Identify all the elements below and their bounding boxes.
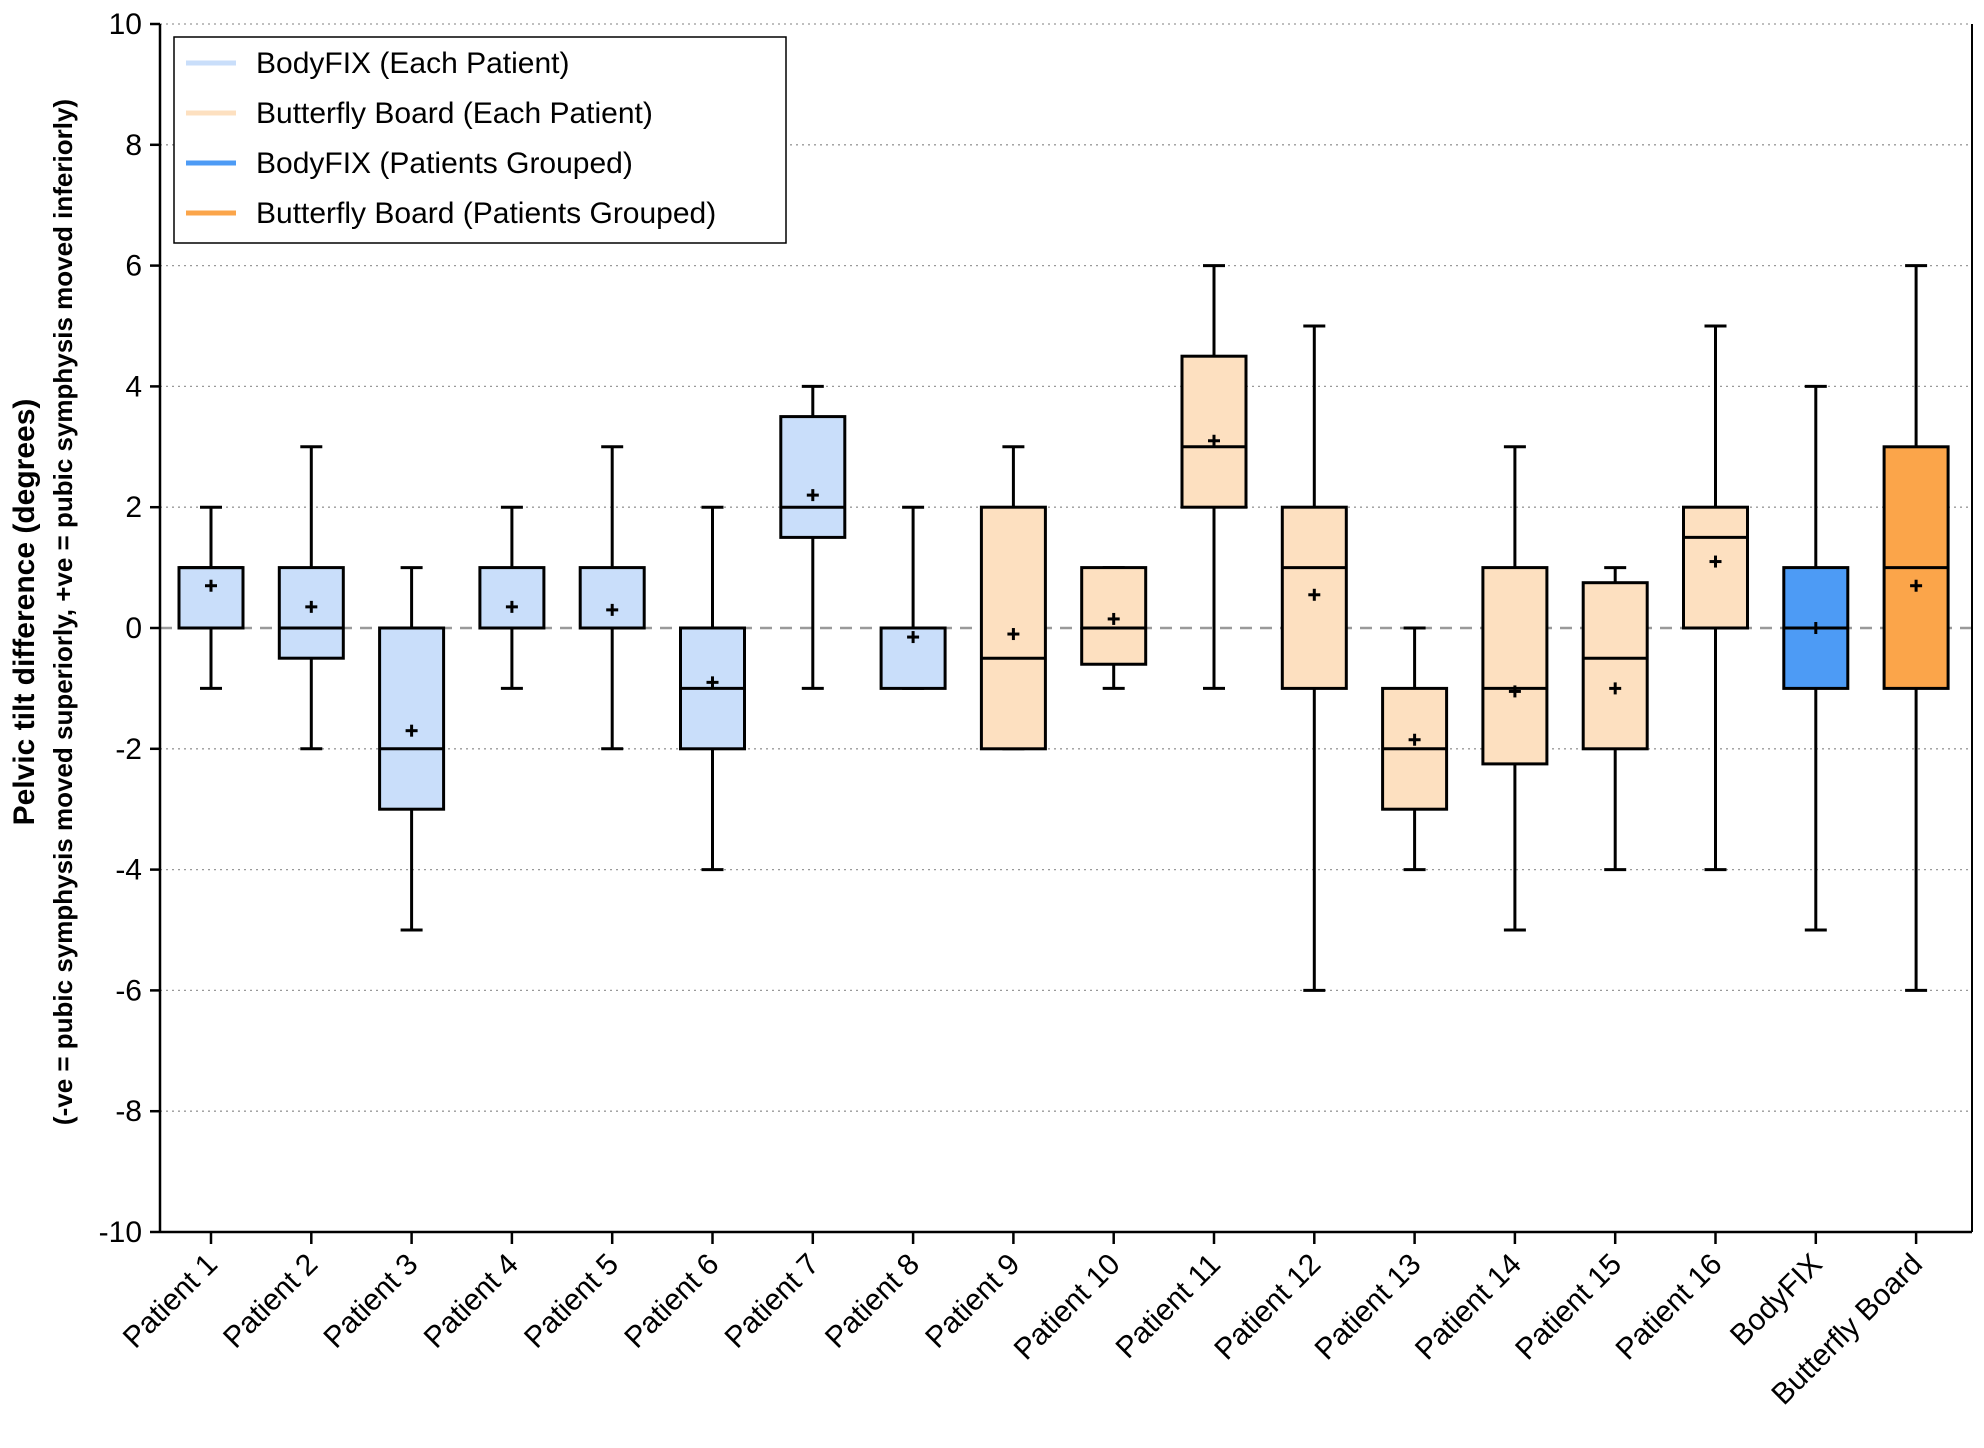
box-iqr [378, 626, 446, 811]
box-bodyfix [1782, 384, 1850, 932]
x-category-label: Patient 3 [317, 1248, 424, 1355]
x-category-label: Patient 13 [1309, 1248, 1428, 1367]
y-tick-label: 2 [125, 491, 142, 524]
box-iqr [478, 566, 546, 630]
box-patient-8 [879, 505, 947, 690]
box-iqr [1481, 566, 1549, 766]
box-patient-2 [277, 445, 345, 751]
box-patient-13 [1381, 626, 1449, 872]
x-category-label: Patient 14 [1409, 1248, 1528, 1367]
x-category-label: Patient 15 [1509, 1248, 1628, 1367]
box-patient-5 [578, 445, 646, 751]
y-tick-label: 8 [125, 129, 142, 162]
legend-label: Butterfly Board (Patients Grouped) [256, 197, 716, 230]
y-tick-labels: -10 -8 -6 -4 -2 0 2 4 6 8 10 [99, 8, 142, 1249]
box-patient-4 [478, 505, 546, 690]
box-iqr [578, 566, 646, 630]
x-category-label: Patient 5 [518, 1248, 625, 1355]
y-tick-label: 6 [125, 250, 142, 283]
x-category-label: Patient 4 [418, 1248, 525, 1355]
x-category-label: BodyFIX [1724, 1248, 1829, 1353]
legend-label: BodyFIX (Patients Grouped) [256, 147, 633, 180]
box-patient-15 [1581, 566, 1649, 872]
y-axis-sublabel: (-ve = pubic symphysis moved superiorly,… [48, 99, 78, 1125]
y-axis-title: Pelvic tilt difference (degrees) (-ve = … [8, 99, 78, 1125]
x-category-label: Patient 8 [819, 1248, 926, 1355]
box-iqr [979, 505, 1047, 751]
x-category-label: Patient 7 [719, 1248, 826, 1355]
y-tick-label: -4 [115, 854, 142, 887]
y-tick-label: 4 [125, 370, 142, 403]
legend-box [173, 36, 787, 244]
box-series [177, 264, 1950, 992]
y-axis-label: Pelvic tilt difference (degrees) [8, 399, 41, 826]
box-patient-1 [177, 505, 245, 690]
y-tick-label: -10 [99, 1216, 142, 1249]
box-iqr [1180, 354, 1248, 509]
box-patient-14 [1481, 445, 1549, 932]
box-iqr [277, 566, 345, 660]
legend-label: BodyFIX (Each Patient) [256, 47, 569, 80]
x-category-label: Patient 9 [919, 1248, 1026, 1355]
box-iqr [1682, 505, 1749, 630]
box-patient-10 [1080, 566, 1148, 690]
box-patient-3 [378, 566, 446, 932]
box-iqr [1581, 581, 1649, 751]
box-iqr [177, 566, 245, 630]
y-tick-label: -6 [115, 974, 142, 1007]
y-tick-label: 0 [125, 612, 142, 645]
box-iqr [779, 415, 847, 539]
y-tick-label: -2 [115, 733, 142, 766]
x-category-label: Patient 12 [1208, 1248, 1327, 1367]
x-category-label: Patient 6 [618, 1248, 725, 1355]
y-tick-label: -8 [115, 1095, 142, 1128]
x-category-label: Patient 10 [1008, 1248, 1127, 1367]
box-patient-6 [679, 505, 746, 872]
box-patient-9 [979, 445, 1047, 751]
box-butterfly-board [1882, 264, 1950, 992]
box-patient-16 [1682, 324, 1749, 872]
x-category-label: Patient 16 [1610, 1248, 1729, 1367]
box-patient-7 [779, 384, 847, 690]
box-patient-11 [1180, 264, 1248, 690]
legend: BodyFIX (Each Patient) Butterfly Board (E… [173, 36, 787, 244]
gridlines [160, 23, 1972, 1112]
x-category-label: Patient 2 [217, 1248, 324, 1355]
box-patient-12 [1280, 324, 1348, 992]
axes [150, 22, 1973, 1244]
x-category-label: Patient 1 [117, 1248, 224, 1355]
y-tick-label: 10 [109, 8, 142, 41]
x-category-label: Patient 11 [1110, 1248, 1227, 1365]
legend-label: Butterfly Board (Each Patient) [256, 97, 653, 130]
